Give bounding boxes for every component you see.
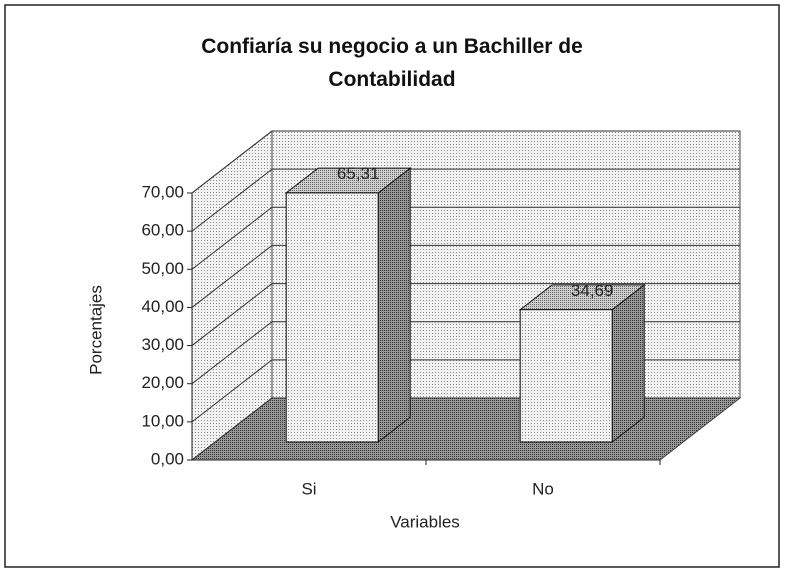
grid-line [191, 168, 740, 232]
grid-line [191, 283, 740, 346]
x-tick-label: Si [301, 479, 316, 498]
y-axis-label: Porcentajes [86, 285, 105, 375]
y-tick-label: 30,00 [141, 335, 184, 354]
bar-side [377, 167, 411, 444]
x-axis-label: Variables [390, 512, 460, 531]
bar [519, 309, 613, 443]
y-tick-label: 70,00 [141, 182, 184, 201]
floor [190, 397, 742, 461]
y-tick-label: 40,00 [141, 297, 184, 316]
chart-title: Confiaría su negocio a un Bachiller de C… [201, 35, 583, 91]
y-tick-label: 60,00 [141, 221, 184, 240]
value-label: 34,69 [571, 281, 614, 300]
y-tick-label: 20,00 [141, 373, 184, 392]
bar [285, 192, 379, 443]
bar-side [611, 283, 645, 444]
y-tick-label: 0,00 [151, 449, 184, 468]
grid-line [191, 206, 740, 270]
grid-line [191, 244, 740, 308]
grid-line [191, 130, 740, 194]
frame [4, 4, 780, 568]
y-tick-label: 10,00 [141, 411, 184, 430]
value-label: 65,31 [337, 164, 380, 183]
y-tick-label: 50,00 [141, 259, 184, 278]
x-tick-label: No [532, 479, 554, 498]
